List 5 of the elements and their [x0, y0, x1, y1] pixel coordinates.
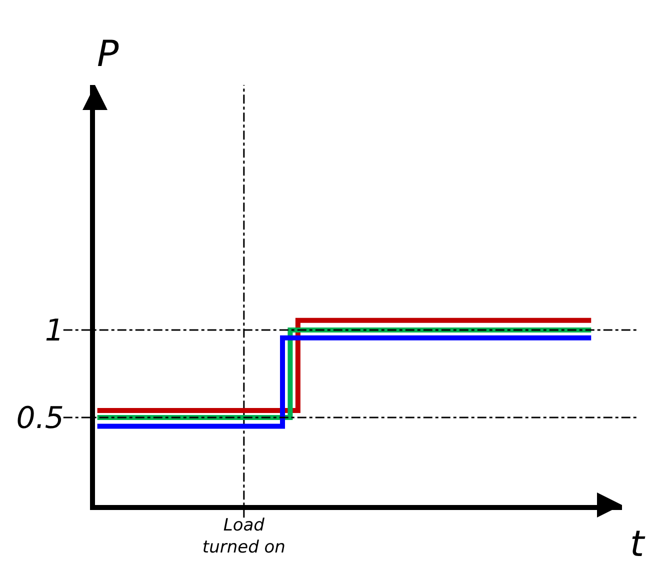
y-tick-label: 1 — [44, 314, 64, 348]
x-axis-title: t — [630, 524, 646, 565]
y-axis-title: P — [97, 34, 119, 75]
y-tick-label: 0.5 — [16, 401, 64, 436]
x-tick-label: Load turned on — [202, 515, 286, 558]
